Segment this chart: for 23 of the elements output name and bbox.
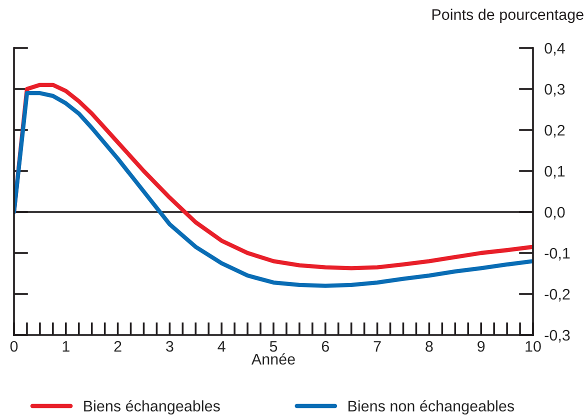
- y-tick-label: 0,4: [544, 42, 565, 56]
- x-tick-label: 7: [374, 341, 381, 352]
- x-tick-label: 1: [62, 341, 70, 352]
- y-tick-label: 0,0: [544, 206, 565, 220]
- x-tick-label: 4: [218, 341, 226, 352]
- x-tick-label: 8: [426, 340, 433, 352]
- x-tick-label: 2: [114, 340, 122, 352]
- y-tick-label: 0,3: [544, 84, 565, 96]
- legend-label: Biens échangeables: [84, 400, 220, 415]
- x-tick-label: 5: [270, 341, 278, 352]
- y-axis-title: Points de pourcentage: [432, 8, 584, 23]
- legend-label: Biens non échangeables: [348, 400, 514, 415]
- x-tick-label: 0: [10, 340, 18, 352]
- y-tick-label: -0,1: [544, 248, 570, 260]
- y-tick-label: -0,2: [544, 288, 570, 302]
- y-tick-label: -0,3: [544, 330, 570, 342]
- x-axis-title: Année: [251, 353, 295, 365]
- x-tick-label: 9: [478, 340, 485, 352]
- y-tick-label: 0,1: [544, 166, 565, 178]
- x-tick-label: 10: [526, 340, 541, 352]
- x-tick-label: 6: [322, 340, 329, 352]
- x-tick-label: 3: [166, 340, 174, 352]
- y-tick-label: 0,2: [544, 124, 565, 138]
